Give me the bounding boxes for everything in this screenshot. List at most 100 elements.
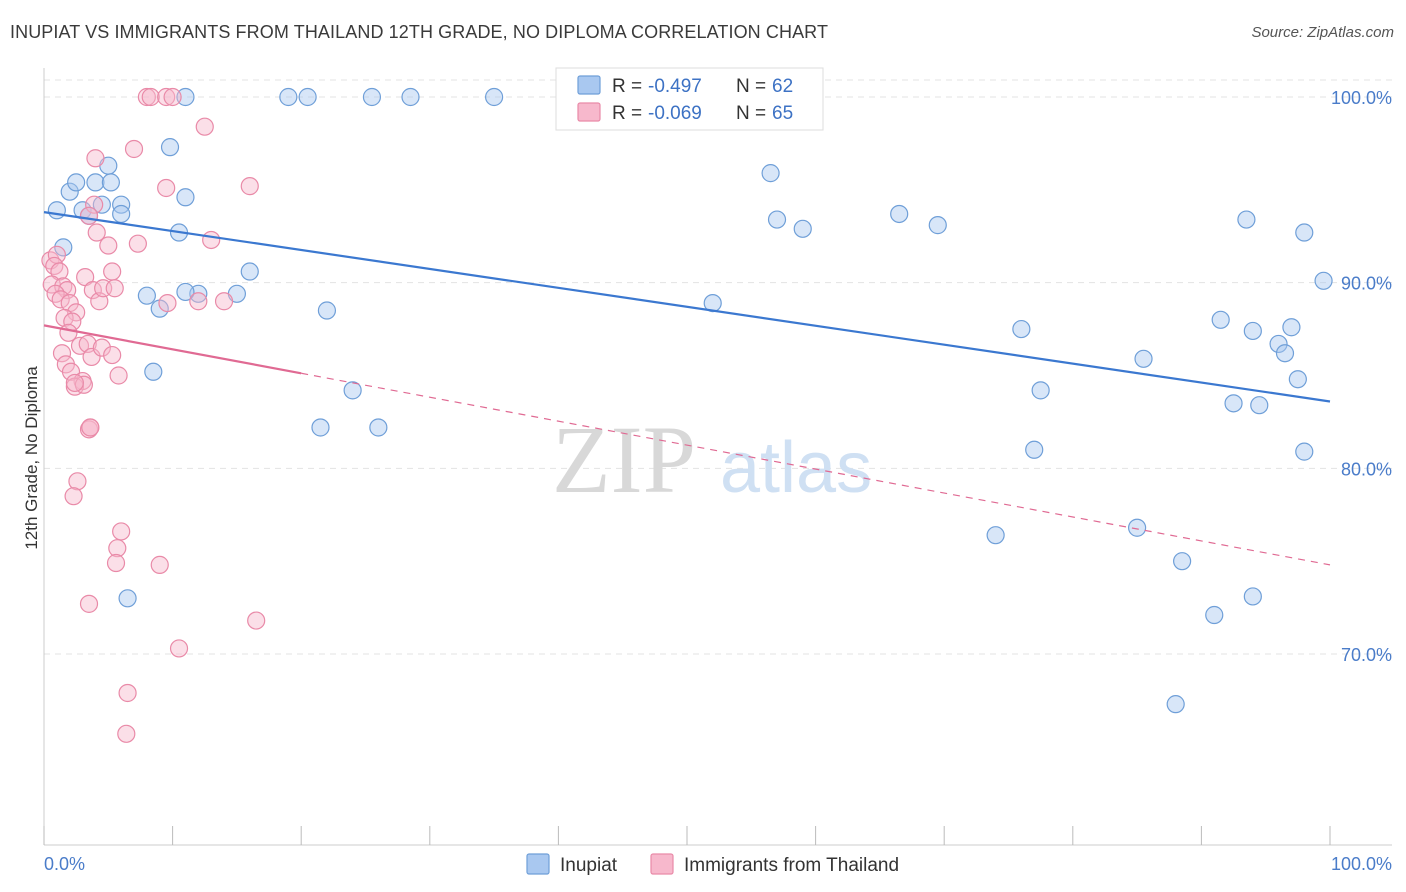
inupiat-point-50 <box>1243 321 1262 341</box>
trend-lines <box>43 211 1331 566</box>
inupiat-point-60 <box>1243 587 1262 606</box>
inupiat-point-58 <box>1295 223 1314 242</box>
inupiat-point-36 <box>767 210 787 229</box>
legend-r-value-inupiat: -0.497 <box>648 76 702 97</box>
thailand-point-44 <box>141 87 160 107</box>
inupiat-point-44 <box>1134 349 1153 368</box>
thailand-point-32 <box>92 338 111 357</box>
legend-n-label-thailand: N = <box>736 103 766 124</box>
inupiat-point-0 <box>60 182 79 201</box>
series-legend-label-thailand: Immigrants from Thailand <box>684 855 899 876</box>
thailand-point-47 <box>195 117 214 136</box>
inupiat-point-53 <box>1269 334 1288 354</box>
inupiat-point-35 <box>761 164 780 183</box>
thailand-point-43 <box>137 87 156 107</box>
inupiat-point-13 <box>176 188 195 207</box>
thailand-point-10 <box>67 303 86 322</box>
thailand-point-49 <box>202 230 221 250</box>
correlation-legend: R = -0.497 N = 62 R = -0.069 N = 65 <box>555 67 824 131</box>
thailand-point-64 <box>65 373 84 393</box>
thailand-point-39 <box>85 195 104 214</box>
series-legend-swatch-thailand <box>650 853 674 875</box>
inupiat-point-4 <box>92 195 111 214</box>
chart-title: INUPIAT VS IMMIGRANTS FROM THAILAND 12TH… <box>10 22 829 42</box>
inupiat-point-7 <box>101 173 120 192</box>
inupiat-point-30 <box>343 381 362 400</box>
inupiat-point-24 <box>298 87 317 107</box>
x-tick-label-max: 100.0% <box>1331 854 1392 874</box>
series-legend-label-inupiat: Inupiat <box>560 855 618 876</box>
thailand-point-36 <box>87 223 106 242</box>
inupiat-point-55 <box>1282 318 1301 337</box>
inupiat-point-48 <box>1224 394 1243 413</box>
thailand-point-62 <box>117 724 136 743</box>
inupiat-point-41 <box>1031 381 1050 400</box>
thailand-point-15 <box>52 344 72 363</box>
thailand-point-52 <box>214 292 234 311</box>
inupiat-point-61 <box>1166 695 1185 714</box>
thailand-point-56 <box>106 553 126 573</box>
inupiat-point-5 <box>86 173 105 192</box>
inupiat-point-25 <box>362 87 382 107</box>
thailand-point-58 <box>79 594 99 613</box>
inupiat-point-33 <box>118 589 137 608</box>
source-credit: Source: ZipAtlas.com <box>1251 24 1394 41</box>
x-tick-labels: 0.0% 100.0% <box>44 854 1392 874</box>
legend-n-value-thailand: 65 <box>772 103 793 124</box>
inupiat-point-10 <box>47 201 66 220</box>
x-tick-label-min: 0.0% <box>44 854 85 874</box>
inupiat-point-54 <box>1275 344 1295 363</box>
inupiat-point-43 <box>986 526 1005 545</box>
inupiat-point-31 <box>311 418 330 437</box>
thailand-point-60 <box>169 639 189 658</box>
legend-r-value-thailand: -0.069 <box>648 103 702 124</box>
inupiat-point-29 <box>317 301 337 320</box>
y-tick-label-3: 70.0% <box>1341 645 1392 665</box>
thailand-point-42 <box>128 234 147 253</box>
inupiat-point-32 <box>369 418 388 437</box>
inupiat-point-11 <box>54 238 73 257</box>
inupiat-point-15 <box>176 87 195 107</box>
inupiat-point-1 <box>67 173 86 192</box>
thailand-point-50 <box>189 292 208 311</box>
thailand-point-8 <box>51 290 70 309</box>
thailand-point-23 <box>68 472 87 491</box>
inupiat-point-17 <box>137 286 156 305</box>
legend-swatch-inupiat <box>577 75 601 95</box>
inupiat-point-56 <box>1288 370 1307 389</box>
thailand-point-7 <box>46 284 65 303</box>
thailand-point-63 <box>81 418 100 437</box>
inupiat-point-52 <box>1250 396 1269 415</box>
thailand-point-51 <box>158 293 177 313</box>
thailand-point-59 <box>247 611 266 630</box>
watermark: ZIP atlas <box>552 406 872 513</box>
thailand-trend-line-dashed <box>301 372 1331 566</box>
thailand-point-45 <box>157 87 176 107</box>
grid-lines <box>44 79 1392 655</box>
inupiat-point-27 <box>485 87 504 107</box>
watermark-zip: ZIP <box>552 406 696 513</box>
legend-r-label-inupiat: R = <box>612 76 642 97</box>
inupiat-point-21 <box>240 262 259 281</box>
legend-swatch-thailand <box>577 102 601 122</box>
y-tick-label-0: 100.0% <box>1331 88 1392 108</box>
thailand-point-40 <box>79 206 99 225</box>
inupiat-point-37 <box>793 219 812 238</box>
thailand-point-38 <box>103 262 122 281</box>
series-legend-swatch-inupiat <box>526 853 550 875</box>
inupiat-point-9 <box>112 204 131 224</box>
legend-r-label-thailand: R = <box>612 103 642 124</box>
thailand-point-2 <box>45 256 64 276</box>
inupiat-point-23 <box>279 87 298 107</box>
inupiat-point-38 <box>890 204 909 224</box>
inupiat-point-40 <box>1012 319 1031 339</box>
thailand-point-48 <box>157 178 176 198</box>
data-points <box>41 87 1333 743</box>
inupiat-point-20 <box>176 282 195 302</box>
thailand-point-55 <box>108 539 127 558</box>
thailand-point-61 <box>118 683 137 703</box>
thailand-point-29 <box>105 279 124 298</box>
legend-n-value-inupiat: 62 <box>772 76 793 97</box>
inupiat-point-18 <box>144 362 163 381</box>
